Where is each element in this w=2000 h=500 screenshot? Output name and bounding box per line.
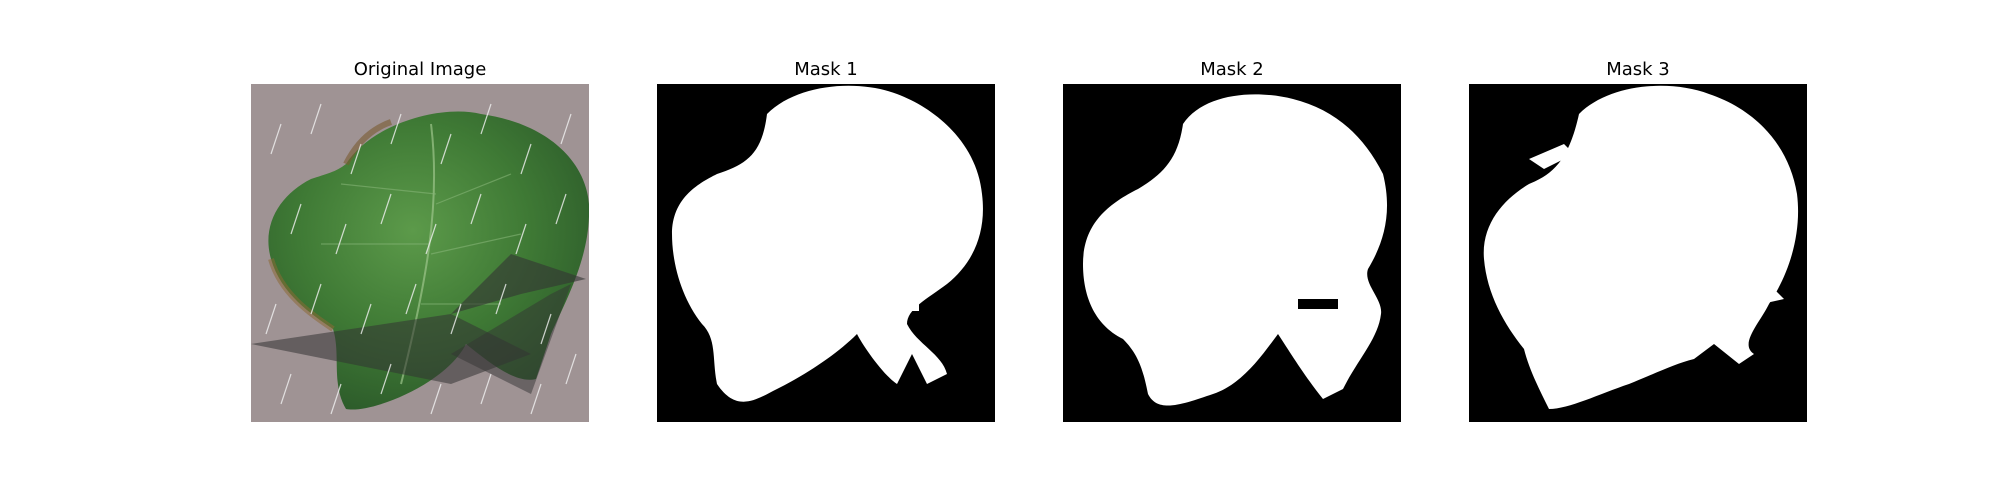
mask-3-image — [1469, 84, 1807, 422]
panel-title: Original Image — [353, 59, 487, 80]
original-leaf-image — [251, 84, 589, 422]
panel-title: Mask 1 — [794, 59, 858, 80]
panel-title: Mask 2 — [1200, 59, 1264, 80]
mask-1-image — [657, 84, 995, 422]
panel-title: Mask 3 — [1606, 59, 1670, 80]
mask-2-image — [1063, 84, 1401, 422]
